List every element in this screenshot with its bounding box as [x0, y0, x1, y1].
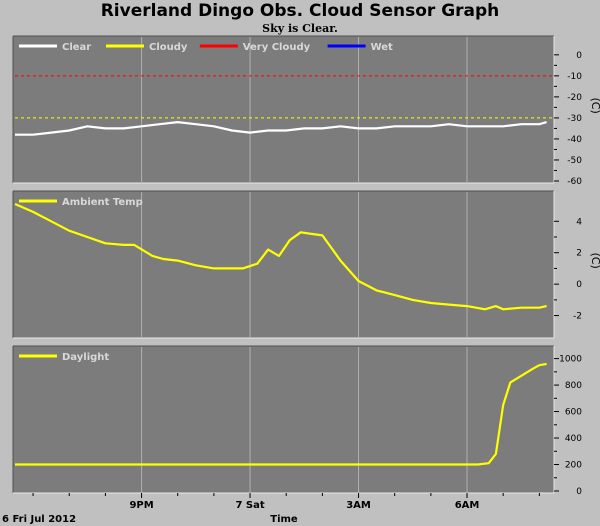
y-tick-label: -40	[567, 135, 582, 145]
legend-label: Ambient Temp	[62, 197, 143, 208]
plot-area-daylight	[13, 346, 554, 493]
series-line-clear	[15, 120, 547, 136]
sky-status: Sky is Clear.	[262, 22, 338, 35]
x-tick-label: 3AM	[346, 500, 371, 511]
series-line-ambient-temp	[14, 202, 547, 311]
plot-area-sky	[13, 36, 554, 183]
legend-label: Wet	[371, 42, 393, 53]
y-tick-label: -50	[567, 156, 582, 166]
y-tick-label: -20	[567, 93, 582, 103]
y-tick-label: 1000	[559, 355, 582, 365]
x-tick-label: 9PM	[129, 500, 153, 511]
y-tick-label: 2	[576, 249, 582, 259]
y-tick-label: 200	[565, 461, 582, 471]
legend-label: Cloudy	[149, 42, 188, 53]
y-tick-label: -60	[567, 177, 582, 187]
footer-date: 6 Fri Jul 2012	[2, 514, 76, 525]
x-axis-title: Time	[270, 514, 298, 525]
y-axis-unit: (C)	[589, 98, 600, 114]
y-tick-label: 0	[576, 51, 582, 61]
legend-label: Daylight	[62, 352, 109, 363]
plot-area-ambient	[13, 191, 554, 338]
y-tick-label: -30	[567, 114, 582, 124]
series-line-daylight	[15, 362, 547, 466]
y-tick-label: 0	[576, 487, 582, 497]
y-tick-label: 400	[565, 434, 582, 444]
y-tick-label: 0	[576, 280, 582, 290]
chart-title: Riverland Dingo Obs. Cloud Sensor Graph	[100, 1, 500, 21]
x-tick-label: 7 Sat	[235, 500, 264, 511]
y-tick-label: 800	[565, 381, 582, 391]
y-axis-unit: (C)	[589, 253, 600, 269]
legend-label: Very Cloudy	[243, 42, 311, 53]
x-tick-label: 6AM	[455, 500, 480, 511]
y-tick-label: -10	[567, 72, 582, 82]
y-tick-label: 4	[576, 217, 582, 227]
y-tick-label: -2	[573, 312, 582, 322]
y-tick-label: 600	[565, 408, 582, 418]
legend-label: Clear	[62, 42, 91, 53]
